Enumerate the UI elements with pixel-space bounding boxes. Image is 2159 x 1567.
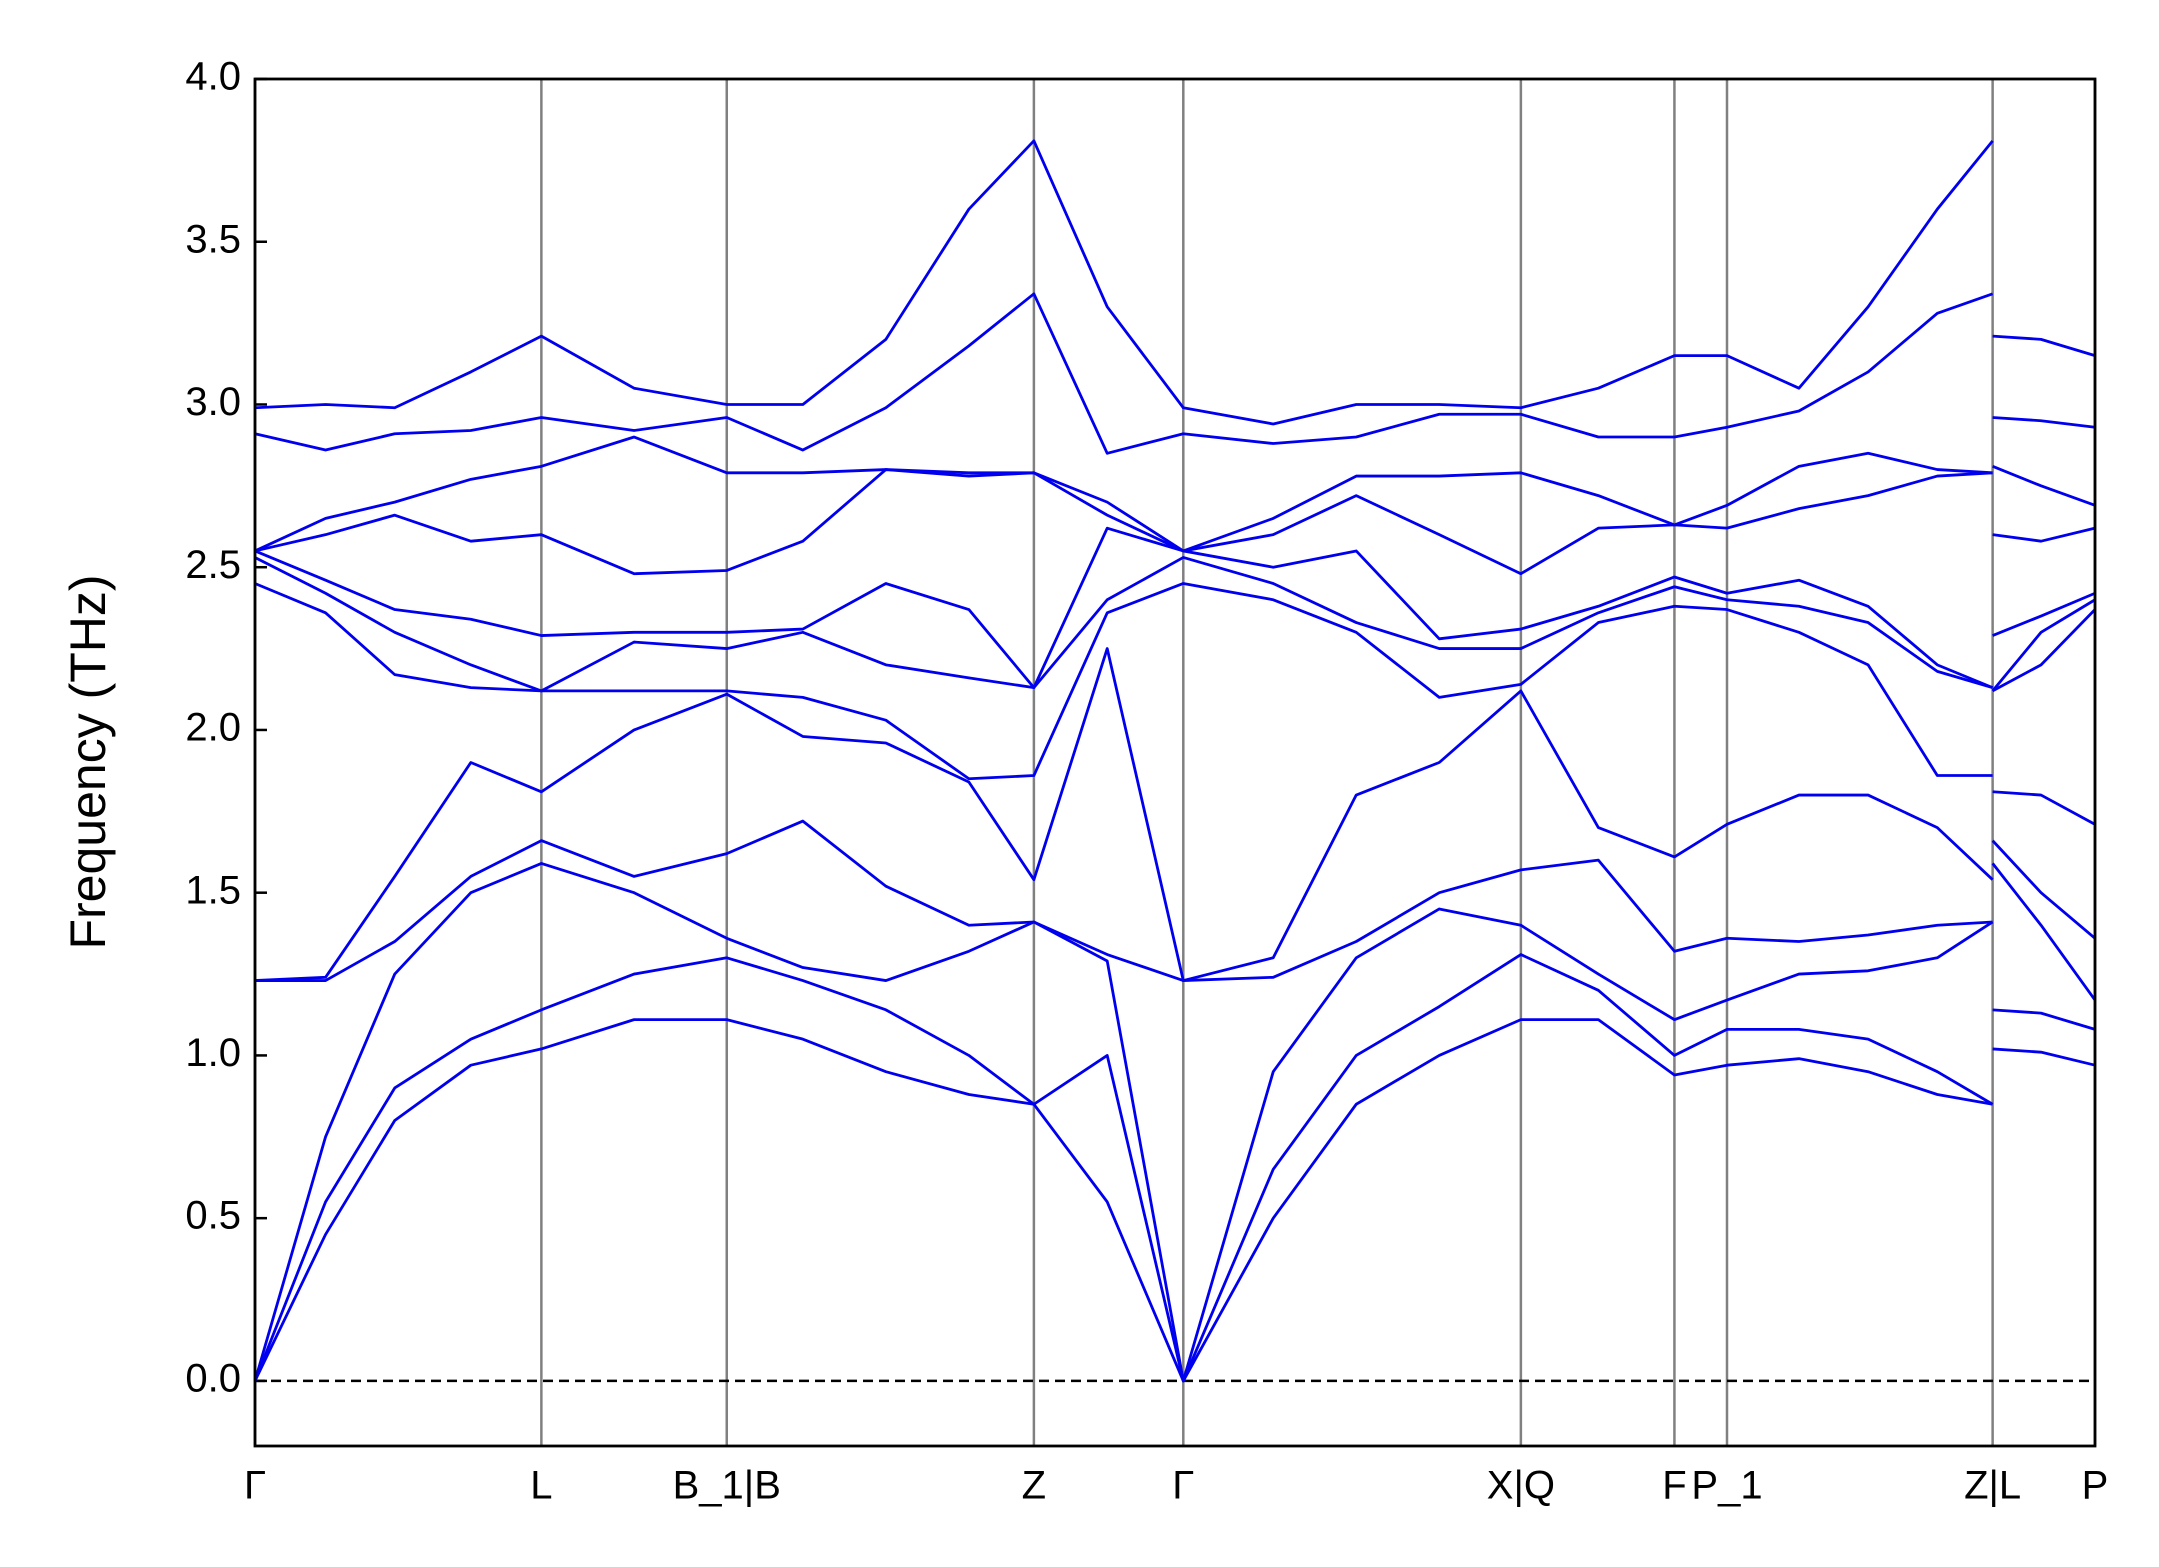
band-line: [253, 953, 2096, 1383]
band-line: [254, 526, 2096, 690]
x-tick-label: Z|L: [1964, 1464, 2021, 1508]
x-tick-label: B_1|B: [673, 1464, 781, 1508]
band-line: [254, 139, 2096, 426]
y-tick-label: 0.5: [185, 1194, 241, 1238]
band-line: [254, 556, 2096, 693]
band-line: [254, 647, 2096, 982]
y-tick-label: 1.0: [185, 1031, 241, 1075]
x-tick-label: Γ: [244, 1464, 266, 1508]
y-tick-label: 4.0: [185, 55, 241, 99]
band-line: [254, 582, 2097, 781]
x-tick-label: P: [2082, 1464, 2109, 1508]
y-tick-label: 1.5: [185, 868, 241, 912]
y-tick-label: 2.0: [185, 706, 241, 750]
band-line: [255, 819, 2096, 982]
plot-frame: [253, 77, 2097, 1448]
y-tick-label: 0.0: [185, 1356, 241, 1400]
x-tick-label: X|Q: [1487, 1464, 1555, 1508]
band-line: [254, 292, 2096, 455]
x-tick-label: F: [1662, 1464, 1686, 1508]
x-tick-label: P_1: [1691, 1464, 1762, 1508]
x-tick-label: Γ: [1172, 1464, 1194, 1508]
x-tick-label: Z: [1022, 1464, 1046, 1508]
band-line: [253, 862, 2097, 1383]
band-line: [254, 435, 2096, 553]
y-tick-label: 3.0: [185, 380, 241, 424]
band-line: [254, 468, 2096, 576]
y-tick-label: 2.5: [185, 543, 241, 587]
y-tick-label: 3.5: [185, 217, 241, 261]
band-line: [253, 1018, 2096, 1383]
y-axis-label: Frequency (THz): [60, 574, 116, 949]
x-tick-label: L: [530, 1464, 552, 1508]
